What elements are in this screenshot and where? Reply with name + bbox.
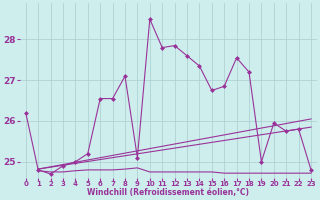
X-axis label: Windchill (Refroidissement éolien,°C): Windchill (Refroidissement éolien,°C)	[87, 188, 249, 197]
